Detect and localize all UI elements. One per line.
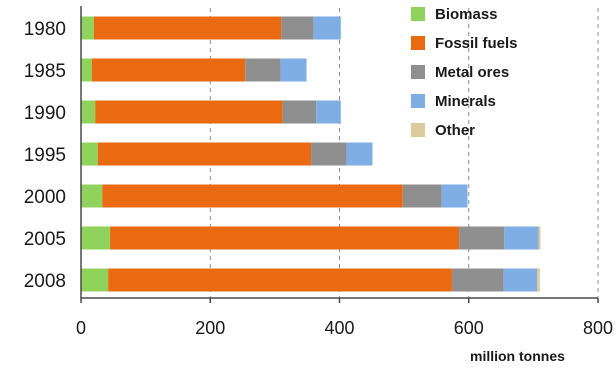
bar-metal-ores-1985 [245, 58, 281, 82]
legend-swatch-minerals [411, 94, 425, 108]
bar-fossil-fuels-1985 [91, 58, 246, 82]
category-label-2008: 2008 [24, 271, 66, 292]
legend-label-fossil-fuels: Fossil fuels [435, 35, 518, 52]
bar-other-2005 [538, 226, 541, 250]
bar-fossil-fuels-1990 [95, 100, 283, 124]
bar-minerals-2005 [504, 226, 539, 250]
x-tick-label: 800 [583, 318, 613, 338]
bar-biomass-1985 [81, 58, 92, 82]
category-label-2005: 2005 [24, 229, 66, 250]
bars [81, 16, 541, 292]
category-label-1995: 1995 [24, 145, 66, 166]
bar-biomass-2008 [81, 268, 109, 292]
legend-label-minerals: Minerals [435, 93, 496, 110]
bar-minerals-1995 [346, 142, 373, 166]
bar-minerals-1985 [280, 58, 307, 82]
bar-biomass-2005 [81, 226, 111, 250]
axes [80, 6, 599, 303]
x-tick-label: 600 [454, 318, 484, 338]
category-labels: 1980 1985 1990 1995 2000 2005 2008 [24, 19, 66, 292]
category-label-2000: 2000 [24, 187, 66, 208]
bar-fossil-fuels-1995 [97, 142, 312, 166]
bar-minerals-1980 [313, 16, 341, 40]
bar-fossil-fuels-2008 [108, 268, 452, 292]
category-label-1980: 1980 [24, 19, 66, 40]
bar-minerals-2008 [503, 268, 538, 292]
bar-biomass-1980 [81, 16, 94, 40]
legend-swatch-biomass [411, 7, 425, 21]
bar-metal-ores-1990 [282, 100, 317, 124]
bar-biomass-1990 [81, 100, 96, 124]
x-tick-label: 400 [324, 318, 354, 338]
legend-swatch-metal-ores [411, 65, 425, 79]
bar-metal-ores-1980 [281, 16, 314, 40]
x-tick-labels: 0 200 400 600 800 [76, 318, 613, 338]
bar-biomass-2000 [81, 184, 103, 208]
bar-metal-ores-2008 [451, 268, 504, 292]
bar-minerals-2000 [441, 184, 468, 208]
bar-minerals-1990 [316, 100, 341, 124]
x-tick-label: 0 [76, 318, 86, 338]
bar-metal-ores-2005 [459, 226, 505, 250]
legend-swatch-fossil-fuels [411, 36, 425, 50]
x-axis-title: million tonnes [470, 348, 565, 364]
bar-metal-ores-1995 [311, 142, 347, 166]
category-label-1985: 1985 [24, 61, 66, 82]
legend-label-metal-ores: Metal ores [435, 64, 509, 81]
legend-swatch-other [411, 123, 425, 137]
legend-label-other: Other [435, 122, 475, 139]
legend-label-biomass: Biomass [435, 6, 498, 23]
bar-fossil-fuels-2000 [102, 184, 403, 208]
category-label-1990: 1990 [24, 103, 66, 124]
x-tick-label: 200 [195, 318, 225, 338]
bar-other-2008 [537, 268, 540, 292]
legend: Biomass Fossil fuels Metal ores Minerals Oth… [411, 6, 518, 139]
bar-metal-ores-2000 [402, 184, 442, 208]
bar-fossil-fuels-2005 [110, 226, 460, 250]
bar-fossil-fuels-1980 [93, 16, 282, 40]
bar-biomass-1995 [81, 142, 98, 166]
